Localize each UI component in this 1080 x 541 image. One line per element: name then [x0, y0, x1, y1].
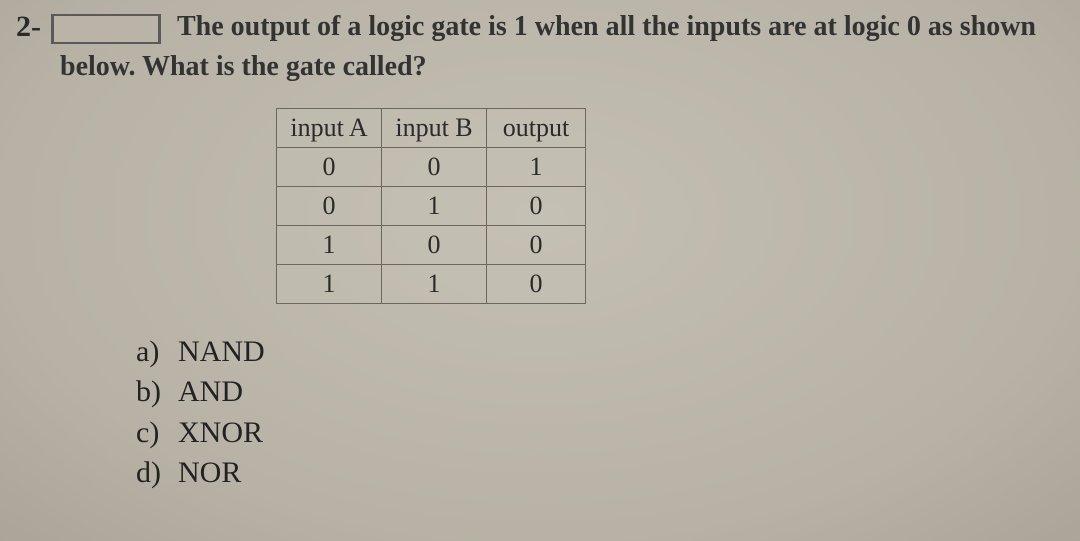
question-text-line2: below. What is the gate called?	[60, 48, 1060, 86]
table-row: 1 0 0	[277, 225, 586, 264]
redacted-box	[51, 14, 161, 44]
cell-a: 1	[277, 264, 382, 303]
cell-b: 0	[382, 225, 487, 264]
header-input-a: input A	[277, 108, 382, 147]
answer-options: a) NAND b) AND c) XNOR d) NOR	[136, 332, 1060, 494]
header-input-b: input B	[382, 108, 487, 147]
option-label: NAND	[178, 332, 265, 373]
exam-page: 2- The output of a logic gate is 1 when …	[0, 0, 1080, 541]
truth-table: input A input B output 0 0 1 0 1 0 1 0 0…	[276, 108, 586, 304]
option-letter: c)	[136, 413, 164, 454]
table-row: 0 1 0	[277, 186, 586, 225]
option-c[interactable]: c) XNOR	[136, 413, 1060, 454]
cell-a: 1	[277, 225, 382, 264]
table-row: 1 1 0	[277, 264, 586, 303]
cell-b: 0	[382, 147, 487, 186]
truth-table-wrap: input A input B output 0 0 1 0 1 0 1 0 0…	[276, 108, 1060, 304]
option-label: XNOR	[178, 413, 263, 454]
option-a[interactable]: a) NAND	[136, 332, 1060, 373]
option-letter: a)	[136, 332, 164, 373]
question-text-line1: The output of a logic gate is 1 when all…	[177, 8, 1036, 46]
option-letter: b)	[136, 372, 164, 413]
cell-out: 0	[487, 264, 586, 303]
option-b[interactable]: b) AND	[136, 372, 1060, 413]
cell-out: 0	[487, 225, 586, 264]
question-header: 2- The output of a logic gate is 1 when …	[16, 8, 1060, 46]
table-row: 0 0 1	[277, 147, 586, 186]
cell-a: 0	[277, 186, 382, 225]
header-output: output	[487, 108, 586, 147]
cell-b: 1	[382, 264, 487, 303]
redaction-wrap	[51, 8, 167, 44]
option-d[interactable]: d) NOR	[136, 453, 1060, 494]
question-number: 2-	[16, 8, 41, 44]
table-header-row: input A input B output	[277, 108, 586, 147]
cell-out: 0	[487, 186, 586, 225]
option-label: AND	[178, 372, 243, 413]
cell-b: 1	[382, 186, 487, 225]
option-letter: d)	[136, 453, 164, 494]
cell-a: 0	[277, 147, 382, 186]
cell-out: 1	[487, 147, 586, 186]
option-label: NOR	[178, 453, 241, 494]
